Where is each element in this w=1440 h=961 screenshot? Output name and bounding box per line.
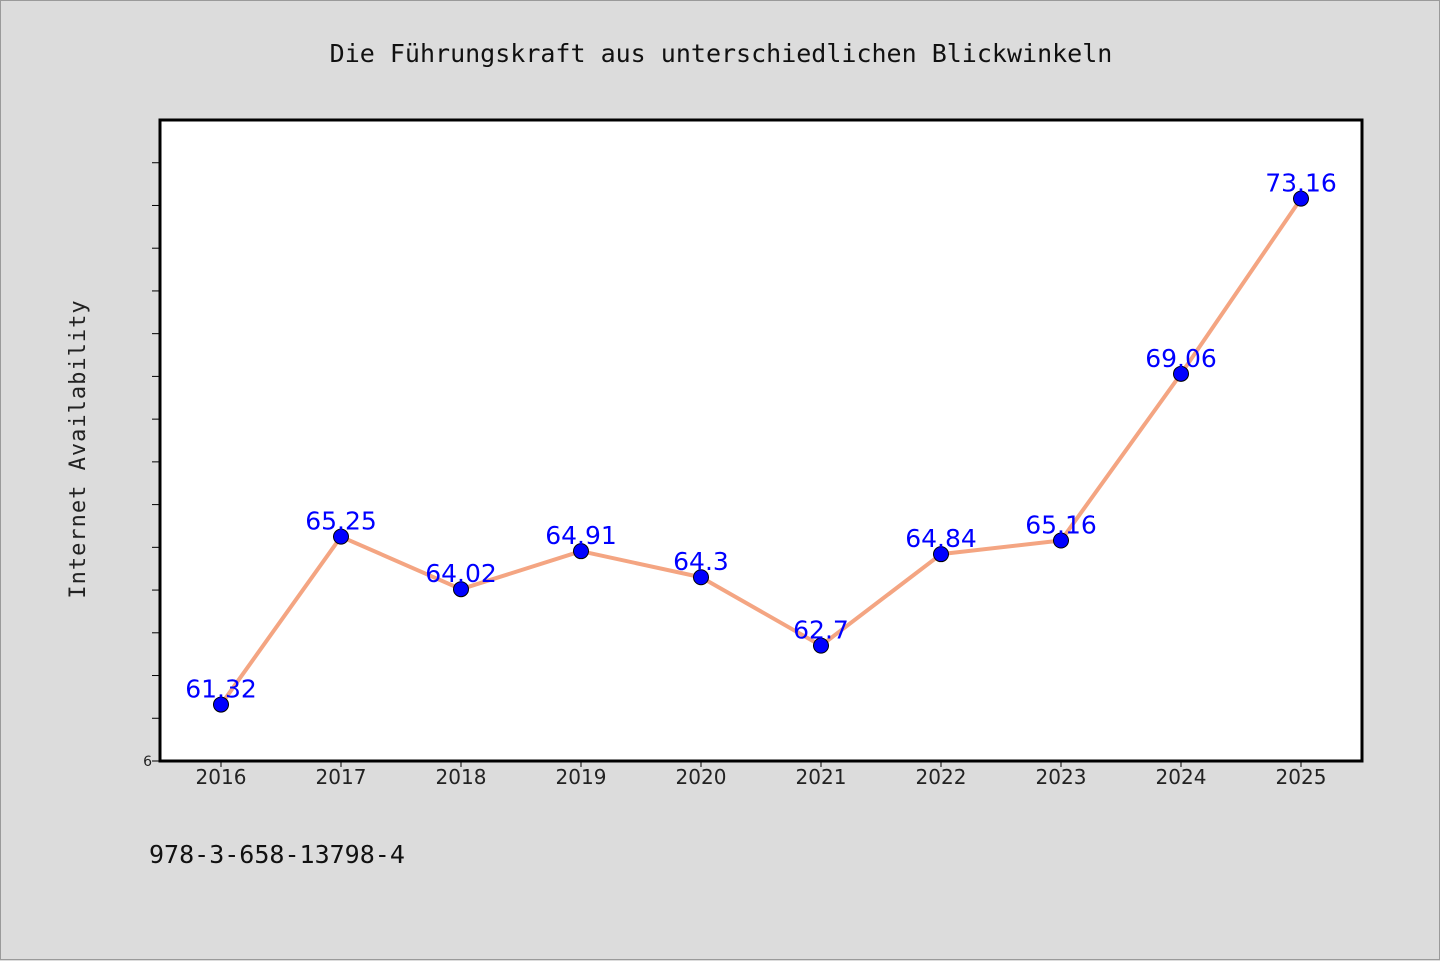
data-point [213,696,229,713]
data-point [933,546,949,563]
data-label: 73.16 [1265,169,1337,198]
x-tick-label: 2018 [436,765,487,789]
x-tick-label: 2023 [1036,765,1087,789]
data-label: 61.32 [185,675,257,704]
x-tick-label: 2025 [1276,765,1327,789]
data-label: 64.3 [673,547,729,576]
data-label: 69.06 [1145,344,1217,373]
data-point [1053,532,1069,549]
data-point [813,637,829,654]
data-label: 64.91 [545,521,617,550]
x-tick-label: 2020 [676,765,727,789]
data-label: 62.7 [793,616,849,645]
isbn-footer-text: 978-3-658-13798-4 [149,840,405,869]
plot-area [158,118,1364,763]
x-tick-label: 2019 [556,765,607,789]
data-point [573,543,589,560]
x-tick-label: 2024 [1156,765,1207,789]
y-tick-label: 6 [143,754,152,770]
data-point [333,528,349,545]
x-tick-label: 2022 [916,765,967,789]
y-axis-ticks: 6 [143,162,160,770]
chart-title: Die Führungskraft aus unterschiedlichen … [330,39,1113,68]
data-point [453,581,469,598]
data-label: 65.25 [305,507,377,536]
data-labels-layer: 61.32 65.25 64.02 64.91 64.3 62.7 64.84 65.16 69… [185,169,1337,704]
data-point [1173,365,1189,382]
x-tick-label: 2021 [796,765,847,789]
x-tick-label: 2016 [196,765,247,789]
series-line [219,197,1303,706]
data-label: 65.16 [1025,510,1097,539]
data-point [1293,190,1309,207]
x-axis-ticks: 2016 2017 2018 2019 2020 2021 2022 2023 2024 2025 [196,761,1327,789]
data-point [693,569,709,586]
data-label: 64.84 [905,524,977,553]
series-layer [213,190,1309,713]
x-tick-label: 2017 [316,765,367,789]
data-label: 64.02 [425,559,497,588]
y-axis-label: Internet Availability [66,299,91,598]
